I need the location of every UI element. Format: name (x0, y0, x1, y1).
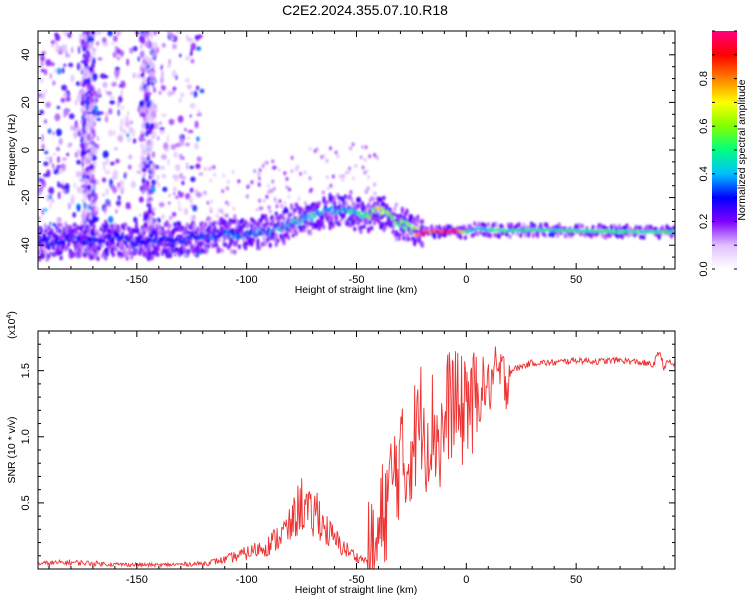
colorbar-ticks: 0.0 0.2 0.4 0.6 0.8 (698, 30, 737, 277)
y-tick-label: 0.5 (20, 495, 32, 510)
spectrogram-x-label: Height of straight line (km) (295, 284, 418, 296)
x-tick-label: 0 (463, 274, 469, 286)
snr-panel: -150 -100 -50 0 50 0.5 1.0 1.5 Height of strai… (6, 311, 676, 596)
colorbar-bar (712, 31, 737, 269)
x-tick-label: -150 (126, 574, 148, 586)
colorbar-label: Normalized spectral amplitude (736, 79, 748, 220)
snr-y-label: SNR (10 * v/v) (6, 416, 18, 483)
y-tick-label: 0 (20, 147, 32, 153)
y-tick-label: 1.0 (20, 429, 32, 444)
x-tick-label: -50 (349, 274, 365, 286)
colorbar-tick-label: 0.4 (698, 166, 710, 181)
spectrogram-ridge (38, 192, 675, 262)
x-tick-label: 0 (463, 574, 469, 586)
figure-title: C2E2.2024.355.07.10.R18 (282, 2, 448, 18)
spectrogram-y-label: Frequency (Hz) (6, 114, 18, 186)
x-tick-label: 50 (570, 274, 582, 286)
snr-y-ticks: 0.5 1.0 1.5 (20, 330, 675, 570)
y-tick-label: 20 (20, 96, 32, 108)
colorbar: 0.0 0.2 0.4 0.6 0.8 Normalized spectral ampl… (698, 30, 748, 277)
y-tick-label: 40 (20, 49, 32, 61)
snr-x-ticks: -150 -100 -50 0 50 (48, 331, 665, 586)
spectrogram-y-ticks: -40 -20 0 20 40 (20, 30, 675, 270)
x-tick-label: -150 (126, 274, 148, 286)
spectrogram-x-ticks: -150 -100 -50 0 50 (48, 31, 665, 286)
y-tick-label: -20 (20, 190, 32, 206)
snr-series-line (38, 346, 675, 569)
snr-background (38, 331, 675, 569)
colorbar-tick-label: 0.6 (698, 119, 710, 134)
colorbar-tick-label: 0.0 (698, 261, 710, 276)
x-tick-label: -100 (236, 574, 258, 586)
x-tick-label: -50 (349, 574, 365, 586)
snr-scale-label: (x104) (6, 311, 18, 339)
colorbar-tick-label: 0.2 (698, 214, 710, 229)
x-tick-label: 50 (570, 574, 582, 586)
snr-x-label: Height of straight line (km) (295, 584, 418, 596)
spectrogram-panel: -150 -100 -50 0 50 -40 -20 0 20 40 Height of str… (6, 30, 676, 296)
x-tick-label: -100 (236, 274, 258, 286)
y-tick-label: 1.5 (20, 363, 32, 378)
y-tick-label: -40 (20, 237, 32, 253)
colorbar-tick-label: 0.8 (698, 71, 710, 86)
